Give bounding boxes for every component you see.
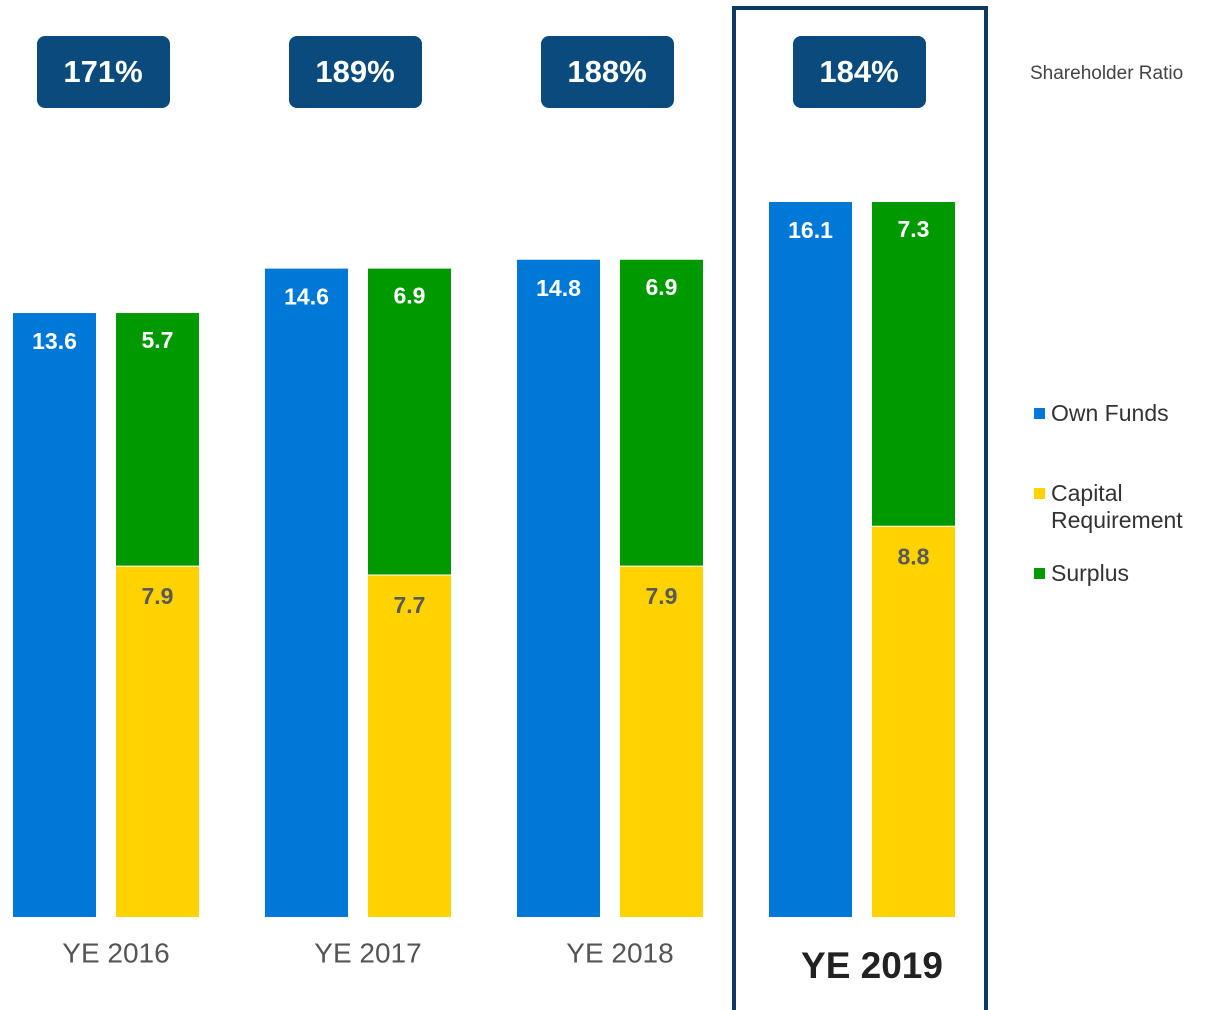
bar [116,313,199,567]
value-label: 7.9 [646,583,678,609]
legend-swatch [1034,408,1045,419]
value-label: 6.9 [646,274,678,300]
ratio-badge [541,36,674,108]
bar [872,526,955,917]
value-label: 7.9 [142,583,174,609]
ratio-badge [289,36,422,108]
value-label: 14.8 [536,275,581,301]
ratio-badge [37,36,170,108]
value-label: 7.3 [898,216,930,242]
bar [517,259,600,917]
bar [368,268,451,576]
ratio-label: 184% [819,54,898,89]
bar [872,202,955,527]
ratio-title: Shareholder Ratio [1030,63,1184,84]
value-label: 7.7 [394,592,426,618]
ratio-label: 188% [567,54,646,89]
x-tick-label: YE 2017 [314,937,421,968]
value-label: 13.6 [32,328,77,354]
value-label: 6.9 [394,283,426,309]
legend-swatch [1034,488,1045,499]
ratio-label: 171% [63,54,142,89]
ratio-label: 189% [315,54,394,89]
x-tick-label: YE 2018 [566,937,673,968]
value-label: 8.8 [898,543,930,569]
legend-item: Surplus [1034,560,1191,587]
bar [620,566,703,917]
bar [13,313,96,917]
bar [620,259,703,567]
legend-label: Capital Requirement [1051,480,1183,533]
legend-label: Surplus [1051,560,1129,586]
bar [769,202,852,917]
legend-swatch [1034,568,1045,579]
highlight-box [732,6,988,1010]
bar [265,268,348,918]
value-label: 14.6 [284,284,329,310]
legend-item: Own Funds [1034,400,1191,427]
value-label: 16.1 [788,217,833,243]
legend-item: Capital Requirement [1034,480,1191,534]
bar [116,566,199,917]
x-tick-label: YE 2016 [62,937,169,968]
ratio-badge [793,36,926,108]
x-tick-label: YE 2019 [801,945,943,986]
legend-label: Own Funds [1051,400,1169,426]
bar [368,575,451,917]
value-label: 5.7 [142,327,174,353]
